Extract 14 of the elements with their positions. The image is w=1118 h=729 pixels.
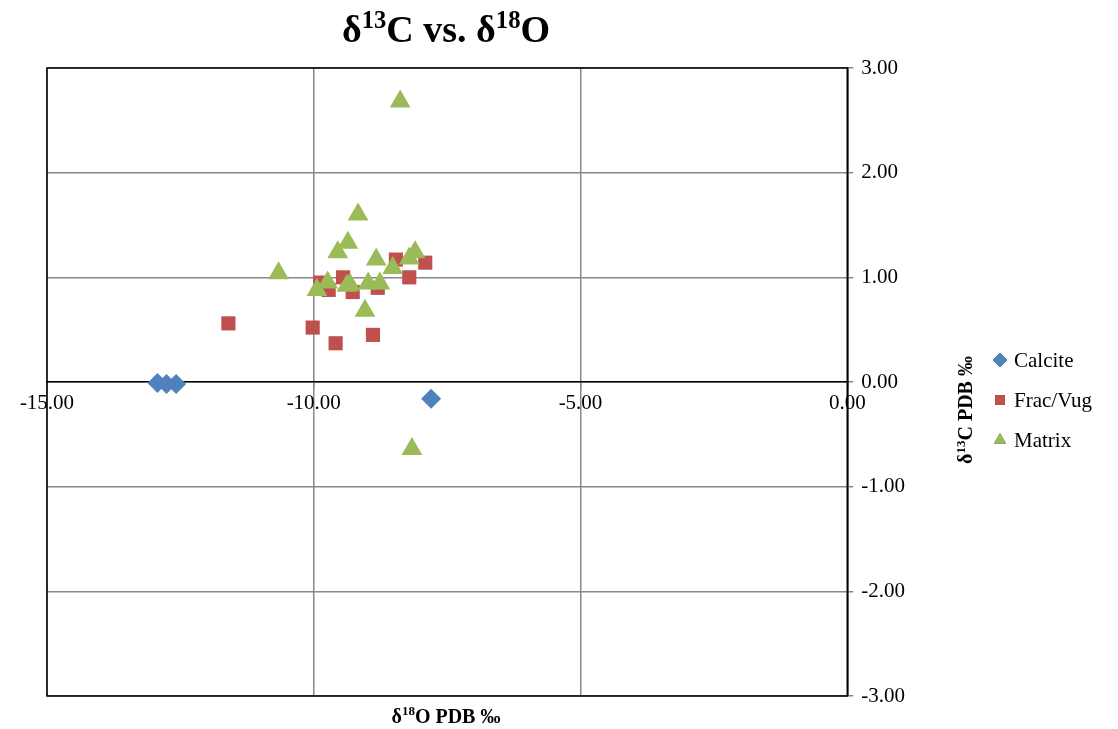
y-tick-label: 3.00	[861, 54, 899, 79]
y-tick-label: 0.00	[861, 368, 899, 393]
y-tick-label: 2.00	[861, 159, 899, 184]
x-tick-label: -5.00	[558, 390, 603, 415]
x-axis-title: δ$^{18}$O PDB ‰	[390, 703, 502, 728]
legend-label: Matrix	[1014, 427, 1072, 453]
y-tick-label: -1.00	[861, 473, 906, 498]
y-tick-label: 1.00	[861, 263, 899, 288]
y-tick-label: -2.00	[861, 577, 906, 602]
legend-label: Calcite	[1014, 347, 1074, 373]
chart-title: δ$^{13}$C vs. δ$^{18}$O	[340, 6, 552, 51]
legend-label: Frac/Vug	[1014, 387, 1093, 413]
y-tick-label: -3.00	[861, 682, 906, 707]
x-tick-label: -10.00	[286, 390, 341, 415]
